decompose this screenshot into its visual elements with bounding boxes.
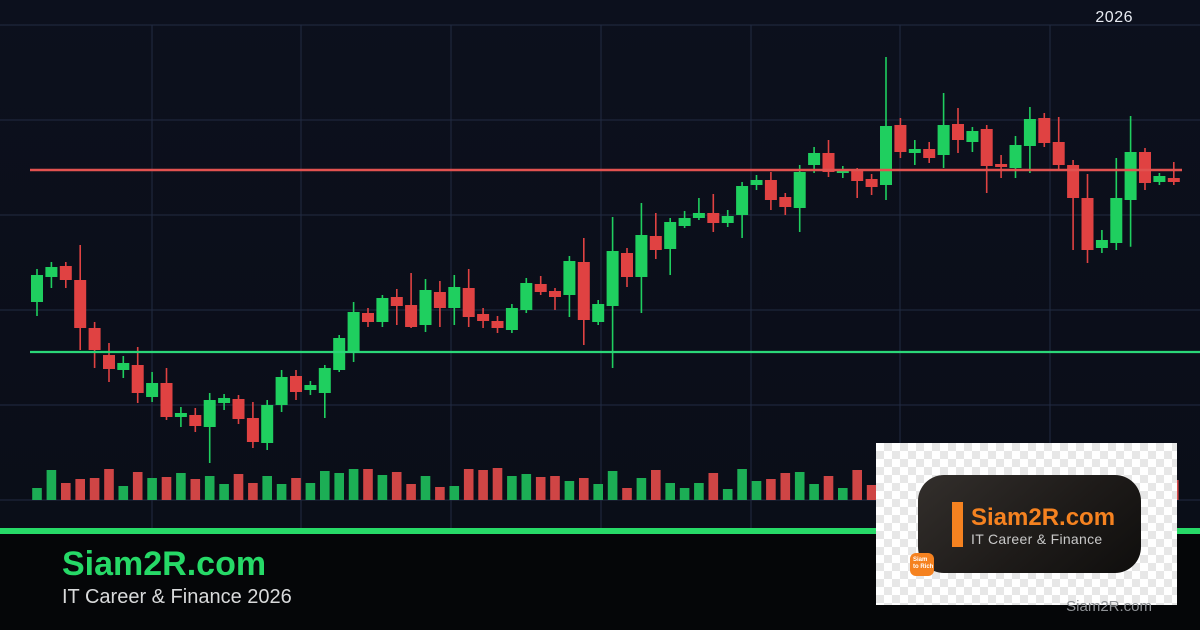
brand-card-panel: Siam2R.com IT Career & Finance (918, 475, 1141, 573)
card-tagline-text: IT Career & Finance (971, 531, 1103, 547)
footer-brand-text: Siam2R.com (62, 545, 267, 583)
logo-line-2: to Rich (913, 564, 934, 570)
brand-card: Siam2R.com IT Career & Finance Siam to R… (876, 443, 1177, 605)
footer-tagline-text: IT Career & Finance 2026 (62, 586, 292, 608)
footer-divider-line (0, 528, 1200, 534)
year-label: 2026 (1095, 9, 1133, 26)
card-brand-text: Siam2R.com (971, 504, 1116, 531)
siam-to-rich-logo: Siam to Rich (910, 553, 934, 576)
watermark-text: Siam2R.com (1066, 598, 1152, 615)
orange-bar-icon (952, 502, 963, 547)
logo-line-1: Siam (913, 557, 928, 563)
